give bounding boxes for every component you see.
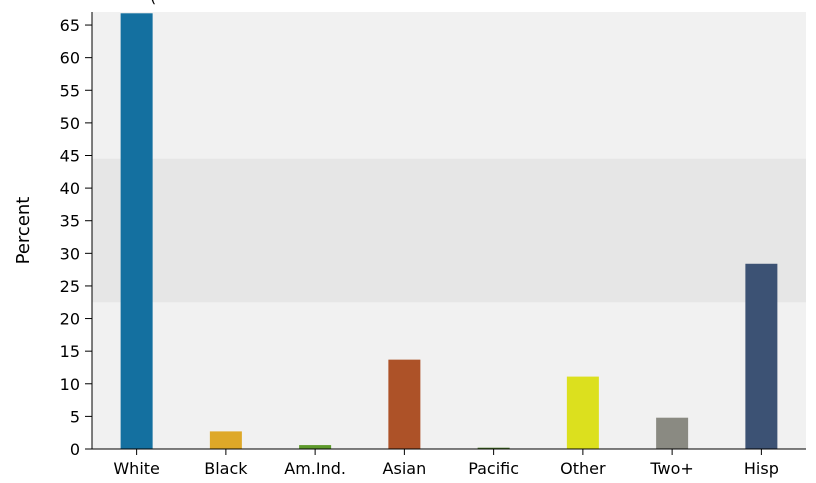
bar-hisp bbox=[745, 263, 778, 449]
bar-am-ind bbox=[299, 445, 332, 449]
y-ticks-group: 0 5 10 15 20 25 30 35 40 45 50 55 60 65 bbox=[60, 16, 92, 459]
highlight-band bbox=[92, 158, 806, 303]
bars-group bbox=[120, 13, 778, 450]
y-tick-label: 45 bbox=[60, 146, 80, 165]
y-tick-label: 10 bbox=[60, 375, 80, 394]
y-axis-title: Percent bbox=[13, 197, 34, 265]
y-tick-label: 35 bbox=[60, 212, 80, 231]
x-ticks-group: White Black Am.Ind. Asian Pacific Other Two+ Hi… bbox=[113, 449, 779, 478]
y-tick-label: 30 bbox=[60, 244, 80, 263]
x-tick-label: Two+ bbox=[649, 459, 693, 478]
x-tick-label: Hisp bbox=[744, 459, 779, 478]
y-tick-label: 0 bbox=[70, 440, 80, 459]
bar-white bbox=[120, 13, 153, 450]
x-tick-label: Black bbox=[204, 459, 248, 478]
partial-title-fragment: ( bbox=[150, 0, 156, 6]
y-tick-label: 20 bbox=[60, 310, 80, 329]
y-tick-label: 50 bbox=[60, 114, 80, 133]
x-tick-label: Am.Ind. bbox=[284, 459, 346, 478]
y-tick-label: 15 bbox=[60, 342, 80, 361]
bar-black bbox=[209, 431, 242, 449]
bar-pacific bbox=[477, 447, 510, 449]
y-tick-label: 55 bbox=[60, 81, 80, 100]
y-tick-label: 60 bbox=[60, 49, 80, 68]
bar-other bbox=[566, 376, 599, 449]
y-tick-label: 5 bbox=[70, 407, 80, 426]
x-tick-label: Other bbox=[560, 459, 606, 478]
y-tick-label: 65 bbox=[60, 16, 80, 35]
x-tick-label: White bbox=[113, 459, 160, 478]
bar-asian bbox=[388, 359, 421, 449]
y-tick-label: 25 bbox=[60, 277, 80, 296]
x-tick-label: Asian bbox=[383, 459, 427, 478]
x-tick-label: Pacific bbox=[468, 459, 519, 478]
y-tick-label: 40 bbox=[60, 179, 80, 198]
bar-two bbox=[656, 417, 689, 449]
